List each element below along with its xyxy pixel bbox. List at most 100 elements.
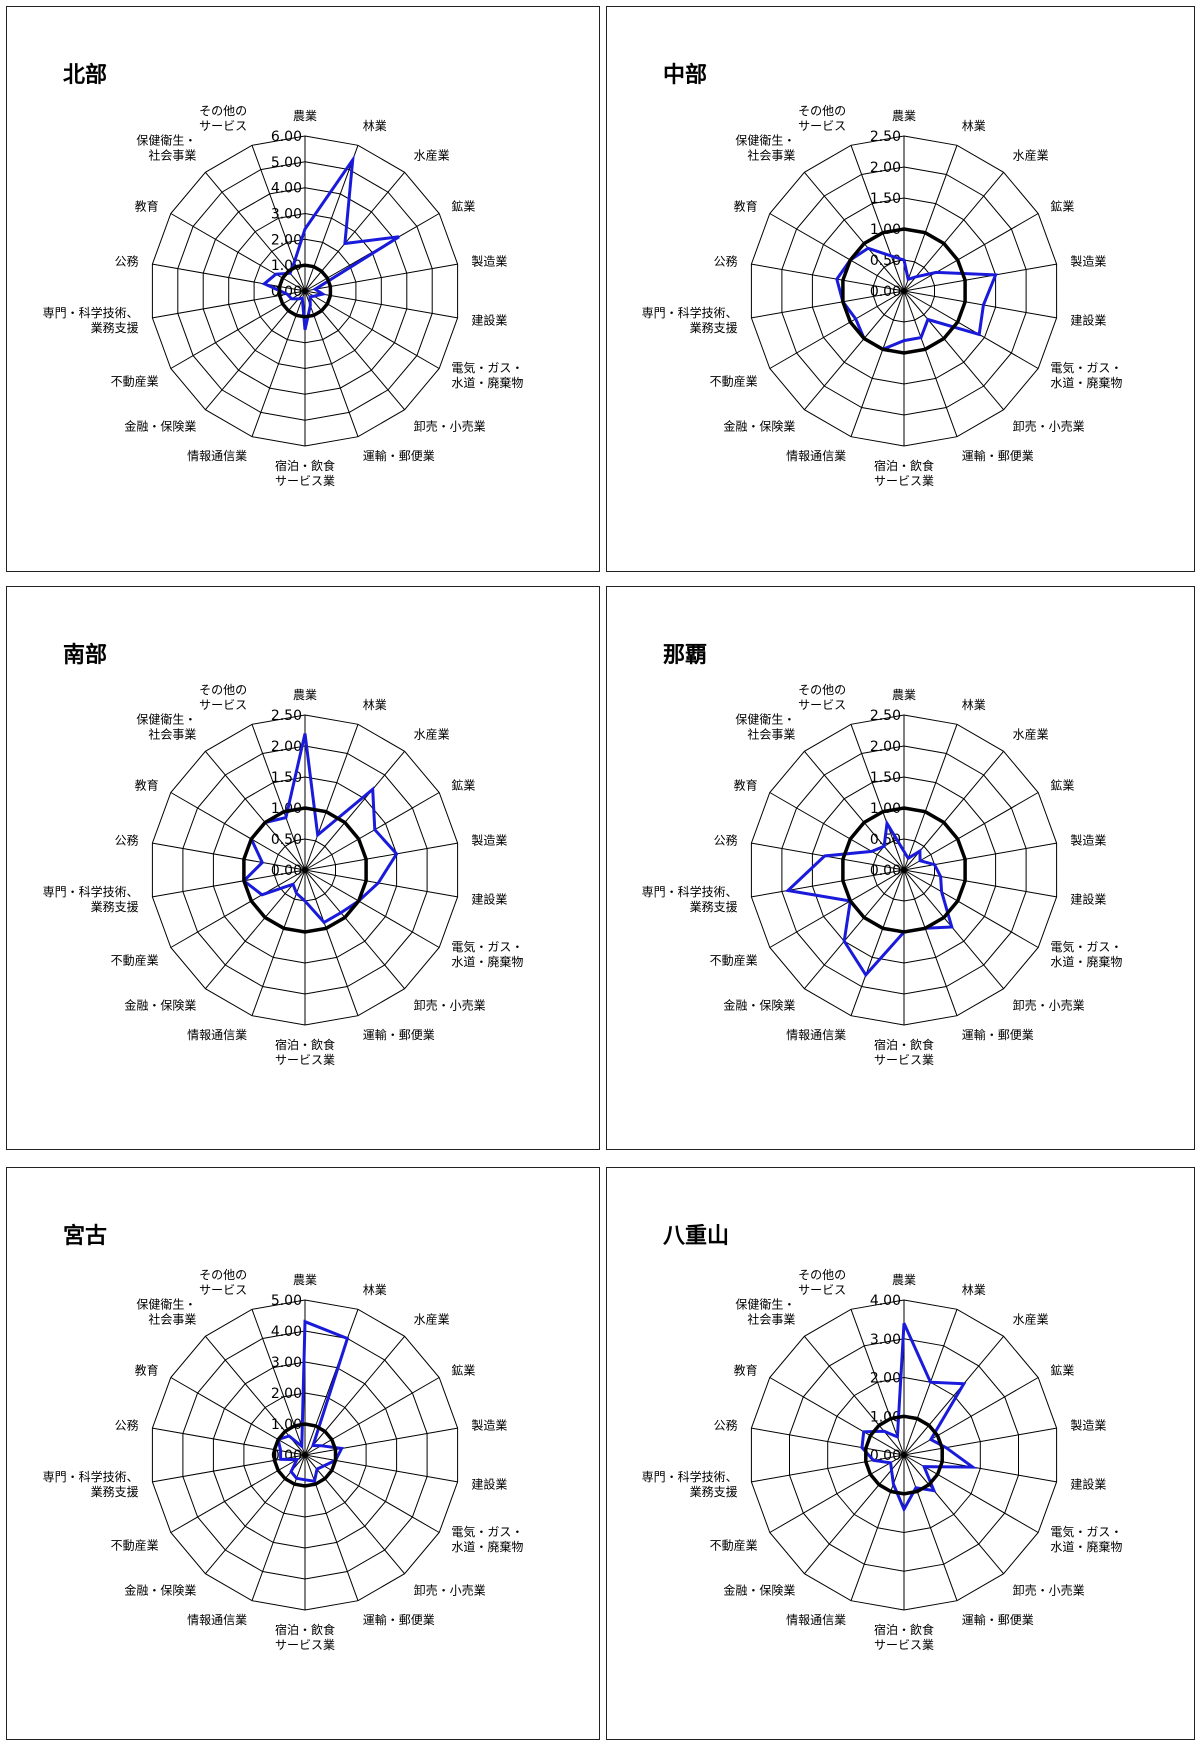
category-label: その他のサービス bbox=[199, 1268, 247, 1297]
axis-spoke bbox=[903, 213, 1039, 292]
category-label: 林業 bbox=[363, 1283, 387, 1297]
category-label: 電気・ガス・水道・廃棄物 bbox=[451, 1524, 523, 1554]
radar-chart: 0.001.002.003.004.005.00農業林業水産業鉱業製造業建設業電… bbox=[43, 1268, 524, 1652]
category-label: 金融・保険業 bbox=[723, 1583, 795, 1598]
chart-title: 宮古 bbox=[63, 1224, 108, 1249]
axis-spoke bbox=[850, 869, 905, 1016]
axis-spoke bbox=[170, 792, 306, 871]
category-label-line: サービス bbox=[199, 698, 247, 712]
reference-line bbox=[277, 263, 333, 319]
category-label-line: 林業 bbox=[962, 1283, 986, 1297]
category-label-line: その他の bbox=[798, 1268, 846, 1282]
tick-label: 3.00 bbox=[271, 1355, 302, 1371]
category-label: 水産業 bbox=[1013, 148, 1049, 163]
radar-chart-panel: 宮古 0.00 1.00 2.00 3.00 4.00 5.00 農業 林業 水産業 鉱業 製造業建… bbox=[6, 1167, 600, 1740]
category-label-line: 運輸・郵便業 bbox=[962, 448, 1034, 463]
category-label-line: 水産業 bbox=[1013, 1312, 1049, 1327]
category-label-line: 保健衛生・ bbox=[735, 134, 795, 148]
category-label-line: 林業 bbox=[962, 119, 986, 133]
category-label-line: 不動産業 bbox=[710, 374, 758, 389]
category-label: 教育 bbox=[135, 1363, 159, 1378]
category-label-line: 農業 bbox=[293, 688, 317, 702]
axis-spoke bbox=[304, 1454, 440, 1533]
category-label-line: 電気・ガス・ bbox=[1050, 360, 1122, 375]
axis-spoke bbox=[903, 145, 958, 292]
axis-spoke bbox=[304, 1454, 405, 1575]
radar-chart-panel: 北部 0.00 1.00 2.00 3.00 4.00 5.00 6.00 農業 林業 水産業 鉱業… bbox=[6, 6, 600, 572]
category-label-line: 水道・廃棄物 bbox=[451, 954, 523, 969]
axis-spoke bbox=[804, 1335, 905, 1456]
category-label-line: 不動産業 bbox=[111, 374, 159, 389]
reference-line bbox=[272, 1422, 338, 1488]
category-label: 不動産業 bbox=[710, 953, 758, 968]
tick-label: 4.00 bbox=[271, 181, 302, 197]
category-label: 卸売・小売業 bbox=[414, 1583, 486, 1598]
category-label-line: 卸売・小売業 bbox=[414, 419, 486, 434]
category-label-line: 教育 bbox=[135, 778, 159, 793]
category-label-line: 卸売・小売業 bbox=[1013, 419, 1085, 434]
category-label-line: 保健衛生・ bbox=[735, 1298, 795, 1312]
category-label: 水産業 bbox=[414, 727, 450, 742]
category-label: 鉱業 bbox=[451, 1363, 475, 1378]
category-label-line: 専門・科学技術、 bbox=[43, 884, 139, 899]
category-label-line: 金融・保険業 bbox=[124, 998, 196, 1013]
category-label-line: その他の bbox=[798, 104, 846, 118]
category-label: 教育 bbox=[135, 778, 159, 793]
tick-label: 4.00 bbox=[870, 1293, 901, 1309]
radar-chart-panel: 中部 0.00 0.50 1.00 1.50 2.00 2.50 農業 林業 水産業 鉱業 製造業建… bbox=[606, 6, 1195, 572]
axis-spoke bbox=[304, 1454, 359, 1601]
category-label-line: 保健衛生・ bbox=[136, 134, 196, 148]
category-label-line: 情報通信業 bbox=[786, 1028, 846, 1042]
axis-spoke bbox=[304, 1335, 405, 1456]
axis-spoke bbox=[769, 792, 905, 871]
category-label-line: 教育 bbox=[135, 1363, 159, 1378]
category-label-line: 運輸・郵便業 bbox=[363, 1612, 435, 1627]
category-label-line: サービス bbox=[798, 119, 846, 133]
category-label: 鉱業 bbox=[451, 778, 475, 793]
axis-spoke bbox=[804, 1454, 905, 1575]
series-line bbox=[860, 1322, 978, 1513]
radar-chart-panel: 八重山 0.00 1.00 2.00 3.00 4.00 農業 林業 水産業 鉱業 製造業 建設業電… bbox=[606, 1167, 1195, 1740]
category-label-line: 運輸・郵便業 bbox=[962, 1612, 1034, 1627]
category-label-line: サービス業 bbox=[874, 1638, 934, 1652]
category-label-line: 鉱業 bbox=[1050, 1363, 1074, 1378]
category-label: 公務 bbox=[714, 834, 738, 848]
category-label-line: 林業 bbox=[363, 119, 387, 133]
category-label-line: 農業 bbox=[892, 1273, 916, 1287]
axis-spoke bbox=[769, 1377, 905, 1456]
category-label: 鉱業 bbox=[1050, 1363, 1074, 1378]
axis-spoke bbox=[205, 869, 306, 990]
axis-spoke bbox=[903, 1454, 958, 1601]
axis-spoke bbox=[751, 263, 905, 292]
category-label-line: 農業 bbox=[293, 109, 317, 123]
axis-spoke bbox=[251, 724, 306, 871]
category-label-line: 林業 bbox=[962, 698, 986, 712]
category-label-line: 鉱業 bbox=[1050, 199, 1074, 214]
category-label-line: 公務 bbox=[115, 255, 139, 269]
category-label-line: 水道・廃棄物 bbox=[451, 1539, 523, 1554]
category-label: 公務 bbox=[714, 1419, 738, 1433]
category-label-line: 建設業 bbox=[471, 891, 507, 906]
category-label: 教育 bbox=[734, 199, 758, 214]
reference-line bbox=[242, 806, 368, 934]
tick-label: 2.50 bbox=[870, 129, 901, 145]
category-label-line: サービス業 bbox=[275, 474, 335, 488]
category-label: 金融・保険業 bbox=[124, 1583, 196, 1598]
category-label: 不動産業 bbox=[111, 374, 159, 389]
category-label-line: 社会事業 bbox=[747, 727, 795, 742]
category-label: 製造業 bbox=[1070, 255, 1106, 269]
category-label: 建設業 bbox=[1070, 1476, 1106, 1491]
axis-spoke bbox=[903, 842, 1057, 871]
category-label-line: 水産業 bbox=[414, 1312, 450, 1327]
axis-spoke bbox=[903, 869, 1057, 898]
reference-line bbox=[864, 1414, 944, 1496]
category-label-line: その他の bbox=[199, 104, 247, 118]
axis-spoke bbox=[304, 869, 359, 1016]
category-label-line: 保健衛生・ bbox=[136, 713, 196, 727]
category-label-line: サービス業 bbox=[275, 1053, 335, 1067]
tick-label: 3.00 bbox=[271, 207, 302, 223]
axis-spoke bbox=[251, 290, 306, 437]
category-label: 保健衛生・社会事業 bbox=[136, 713, 196, 742]
category-label: 公務 bbox=[115, 834, 139, 848]
category-label-line: 公務 bbox=[714, 255, 738, 269]
